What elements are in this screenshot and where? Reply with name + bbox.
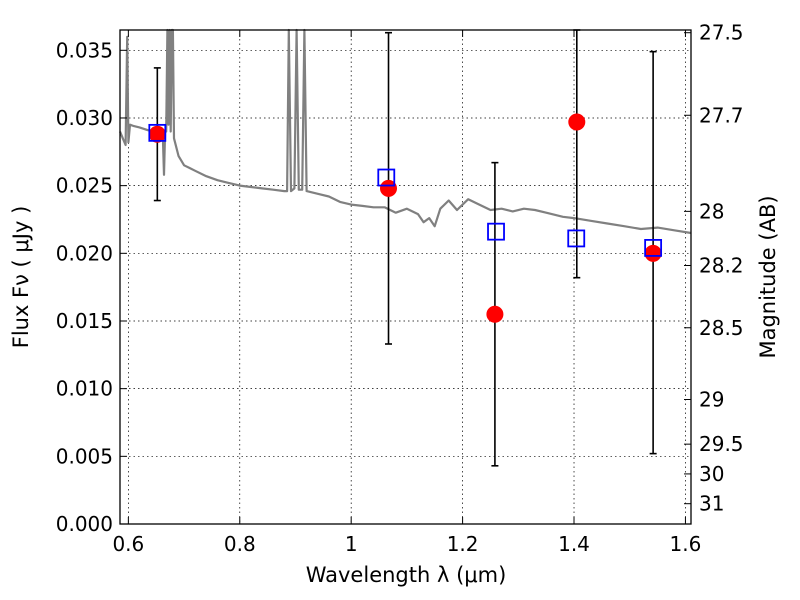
- x-tick-label: 1.2: [447, 532, 479, 556]
- right-tick-label: 28: [699, 199, 724, 223]
- right-tick-label: 28.5: [699, 316, 744, 340]
- model-point: [148, 123, 167, 142]
- right-tick-label: 28.2: [699, 253, 744, 277]
- model-points: [148, 123, 663, 257]
- observed-point: [568, 113, 586, 131]
- observed-point: [380, 179, 398, 197]
- x-axis: 0.6 0.8 1 1.2 1.4 1.6: [112, 30, 701, 556]
- right-tick-label: 27.7: [699, 103, 744, 127]
- x-tick-label: 0.8: [224, 532, 256, 556]
- y-tick-label: 0.015: [56, 309, 113, 333]
- observed-point: [644, 244, 662, 262]
- x-tick-label: 0.6: [112, 532, 144, 556]
- plot-background: [120, 30, 691, 524]
- observed-point: [486, 305, 504, 323]
- y-tick-label: 0.005: [56, 444, 113, 468]
- plot-frame: [119, 29, 692, 525]
- y-tick-label: 0.000: [56, 512, 113, 536]
- model-point: [567, 229, 586, 248]
- right-tick-label: 30: [699, 462, 724, 486]
- model-point: [487, 222, 505, 241]
- y-axis-label-right: Magnitude (AB): [756, 195, 780, 358]
- y-tick-label: 0.010: [56, 377, 113, 401]
- y-tick-label: 0.030: [56, 106, 113, 130]
- y-axis-label-left: Flux Fν ( μJy ): [9, 206, 33, 349]
- model-point: [377, 168, 396, 187]
- x-tick-label: 1.4: [558, 532, 590, 556]
- y-tick-label: 0.020: [56, 241, 113, 265]
- right-tick-label: 31: [699, 492, 724, 516]
- right-tick-label: 29: [699, 387, 724, 411]
- y-tick-label: 0.035: [56, 38, 113, 62]
- right-tick-label: 27.5: [699, 21, 744, 45]
- x-tick-label: 1: [345, 532, 358, 556]
- y-axis-left: 0.000 0.005 0.010 0.015 0.020 0.025 0.030 0.035: [56, 38, 127, 536]
- model-spectrum: [118, 28, 692, 235]
- observed-point: [148, 125, 166, 143]
- right-tick-label: 29.5: [699, 432, 744, 456]
- spectrum-line: [118, 28, 692, 235]
- x-tick-label: 1.6: [670, 532, 702, 556]
- model-point: [644, 239, 663, 257]
- x-axis-label: Wavelength λ (μm): [306, 563, 507, 587]
- y-axis-right: 27.5 27.7 28 28.2 28.5 29 29.5 30 31: [684, 21, 744, 516]
- y-tick-label: 0.025: [56, 174, 113, 198]
